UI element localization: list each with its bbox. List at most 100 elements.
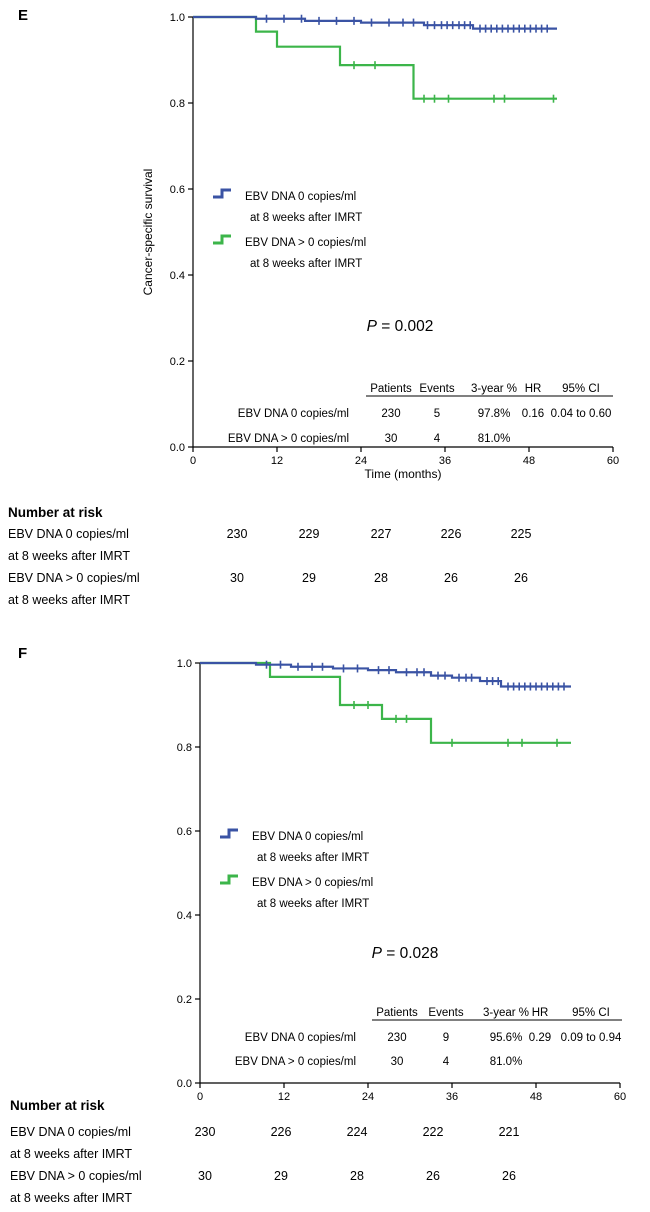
panel-letter: F bbox=[18, 645, 27, 662]
panel-F: F 0 12 24 36 48 60 0.0 0.2 0.4 0.6 0.8 1.0 EBV DNA 0 … bbox=[0, 620, 650, 1212]
stats-value: 81.0% bbox=[490, 1056, 523, 1068]
risk-count: 227 bbox=[371, 527, 392, 541]
stats-value: 81.0% bbox=[478, 433, 511, 445]
axes bbox=[195, 662, 621, 1088]
stats-header: Patients bbox=[376, 1007, 418, 1019]
risk-row-label-line2: at 8 weeks after IMRT bbox=[8, 549, 130, 563]
stats-row-label: EBV DNA > 0 copies/ml bbox=[228, 433, 349, 445]
p-value: P = 0.028 bbox=[372, 945, 439, 962]
panel-E: E 0 12 24 36 48 60 0.0 0.2 0.4 0.6 0.8 1.0 Cancer-spe… bbox=[8, 7, 619, 607]
x-tick-label: 36 bbox=[446, 1091, 458, 1103]
km-chart-panel-E: E 0 12 24 36 48 60 0.0 0.2 0.4 0.6 0.8 1.0 Cancer-spe… bbox=[8, 7, 619, 607]
censor-marks bbox=[263, 660, 567, 691]
chart-graphic: P bbox=[372, 945, 383, 962]
risk-row-label-line2: at 8 weeks after IMRT bbox=[8, 593, 130, 607]
km-curve bbox=[200, 661, 571, 688]
risk-count: 224 bbox=[347, 1125, 368, 1139]
stats-value: 4 bbox=[434, 433, 441, 445]
risk-count: 29 bbox=[274, 1169, 288, 1183]
axes bbox=[188, 16, 614, 452]
stats-value: 9 bbox=[443, 1032, 449, 1044]
censor-marks bbox=[351, 701, 560, 747]
risk-count: 226 bbox=[271, 1125, 292, 1139]
stats-value: 30 bbox=[391, 1056, 404, 1068]
legend-step-symbol bbox=[213, 234, 231, 245]
y-tick-label: 0.6 bbox=[177, 826, 192, 838]
risk-title: Number at risk bbox=[8, 505, 103, 520]
risk-count: 222 bbox=[423, 1125, 444, 1139]
y-tick-label: 0.2 bbox=[170, 356, 185, 368]
stats-value: 4 bbox=[443, 1056, 450, 1068]
legend: EBV DNA 0 copies/ml at 8 weeks after IMRT… bbox=[213, 188, 366, 270]
legend-label-line2: at 8 weeks after IMRT bbox=[250, 258, 362, 270]
risk-row-label-line1: EBV DNA 0 copies/ml bbox=[10, 1125, 131, 1139]
x-axis-title: Time (months) bbox=[365, 467, 442, 481]
x-tick-label: 12 bbox=[271, 455, 283, 467]
risk-count: 29 bbox=[302, 571, 316, 585]
risk-row-label-line1: EBV DNA > 0 copies/ml bbox=[8, 571, 140, 585]
risk-row-label-line2: at 8 weeks after IMRT bbox=[10, 1147, 132, 1161]
stats-value: 5 bbox=[434, 408, 440, 420]
risk-count: 26 bbox=[514, 571, 528, 585]
risk-count: 229 bbox=[299, 527, 320, 541]
stats-header: HR bbox=[532, 1007, 549, 1019]
x-tick-label: 48 bbox=[530, 1091, 542, 1103]
y-tick-label: 0.4 bbox=[177, 910, 192, 922]
km-chart-panel-F: F 0 12 24 36 48 60 0.0 0.2 0.4 0.6 0.8 1.0 EBV DNA 0 … bbox=[10, 645, 626, 1205]
stats-value: 97.8% bbox=[478, 408, 511, 420]
risk-count: 221 bbox=[499, 1125, 520, 1139]
risk-title: Number at risk bbox=[10, 1098, 105, 1113]
stats-header: 95% CI bbox=[572, 1007, 610, 1019]
risk-count: 28 bbox=[374, 571, 388, 585]
risk-count: 26 bbox=[444, 571, 458, 585]
risk-count: 30 bbox=[230, 571, 244, 585]
risk-count: 30 bbox=[198, 1169, 212, 1183]
legend-label-line1: EBV DNA 0 copies/ml bbox=[252, 831, 363, 843]
risk-row-label-line1: EBV DNA 0 copies/ml bbox=[8, 527, 129, 541]
stats-header: 3-year % bbox=[471, 383, 517, 395]
y-axis-title: Cancer-specific survival bbox=[141, 169, 155, 296]
stats-header: 95% CI bbox=[562, 383, 600, 395]
x-tick-label: 24 bbox=[362, 1091, 374, 1103]
risk-count: 225 bbox=[511, 527, 532, 541]
risk-count: 226 bbox=[441, 527, 462, 541]
chart-graphic: = 0.028 bbox=[382, 945, 438, 962]
legend: EBV DNA 0 copies/ml at 8 weeks after IMRT… bbox=[220, 828, 373, 910]
panel-letter: E bbox=[18, 7, 28, 24]
censor-marks bbox=[351, 61, 557, 103]
legend-step-symbol bbox=[220, 828, 238, 839]
stats-value: 0.04 to 0.60 bbox=[551, 408, 612, 420]
stats-header: 3-year % bbox=[483, 1007, 529, 1019]
risk-count: 28 bbox=[350, 1169, 364, 1183]
legend-label-line1: EBV DNA 0 copies/ml bbox=[245, 191, 356, 203]
legend-step-symbol bbox=[220, 874, 238, 885]
risk-row-label-line1: EBV DNA > 0 copies/ml bbox=[10, 1169, 142, 1183]
stats-value: 0.29 bbox=[529, 1032, 551, 1044]
y-tick-label: 0.0 bbox=[177, 1078, 192, 1090]
y-tick-label: 0.8 bbox=[177, 742, 192, 754]
y-tick-label: 0.0 bbox=[170, 442, 185, 454]
chart-graphic: = 0.002 bbox=[377, 318, 433, 335]
y-tick-label: 0.6 bbox=[170, 184, 185, 196]
legend-step-symbol bbox=[213, 188, 231, 199]
chart-graphic: P bbox=[367, 318, 378, 335]
legend-label-line2: at 8 weeks after IMRT bbox=[250, 212, 362, 224]
stats-value: 0.09 to 0.94 bbox=[561, 1032, 622, 1044]
stats-header: Events bbox=[428, 1007, 463, 1019]
legend-label-line1: EBV DNA > 0 copies/ml bbox=[245, 237, 366, 249]
x-tick-label: 36 bbox=[439, 455, 451, 467]
stats-row-label: EBV DNA > 0 copies/ml bbox=[235, 1056, 356, 1068]
stats-value: 30 bbox=[385, 433, 398, 445]
x-tick-label: 48 bbox=[523, 455, 535, 467]
risk-count: 26 bbox=[502, 1169, 516, 1183]
p-value: P = 0.002 bbox=[367, 318, 434, 335]
x-tick-label: 24 bbox=[355, 455, 367, 467]
stats-value: 230 bbox=[381, 408, 400, 420]
stats-header: HR bbox=[525, 383, 542, 395]
stats-row-label: EBV DNA 0 copies/ml bbox=[245, 1032, 356, 1044]
km-curve bbox=[193, 15, 557, 100]
legend-label-line1: EBV DNA > 0 copies/ml bbox=[252, 877, 373, 889]
x-tick-label: 12 bbox=[278, 1091, 290, 1103]
x-tick-label: 0 bbox=[190, 455, 196, 467]
